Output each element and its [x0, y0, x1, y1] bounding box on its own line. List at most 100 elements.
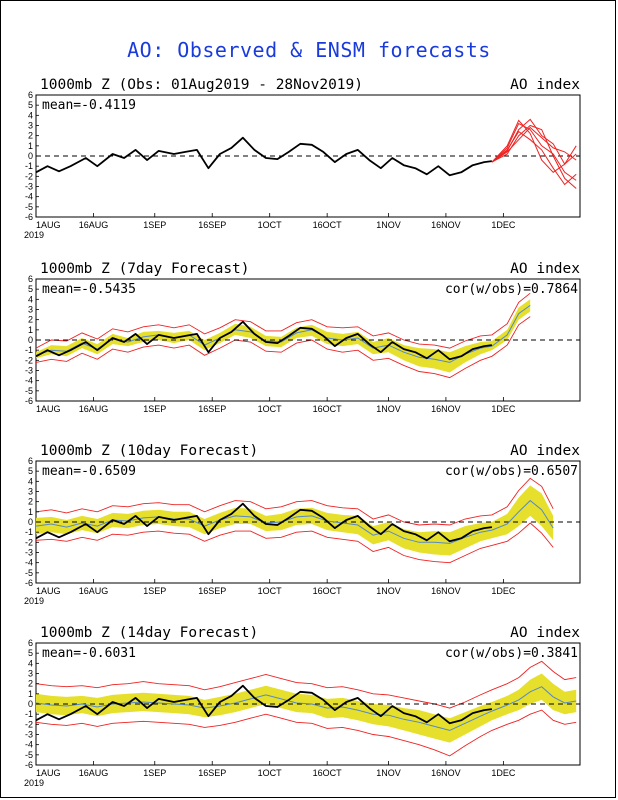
x-tick-label: 1AUG — [36, 586, 61, 596]
x-tick-label: 1SEP — [143, 404, 166, 414]
y-tick-label: -5 — [25, 750, 33, 760]
y-tick-label: 6 — [28, 638, 33, 648]
y-tick-label: 2 — [28, 679, 33, 689]
x-tick-label: 1AUG — [36, 404, 61, 414]
x-tick-label: 16AUG — [79, 586, 109, 596]
y-tick-label: 3 — [28, 487, 33, 497]
x-tick-label: 16SEP — [198, 404, 226, 414]
observed-line — [35, 502, 493, 543]
forecast-member-line — [491, 119, 577, 173]
x-tick-label: 1NOV — [376, 768, 401, 778]
x-tick-label: 16AUG — [79, 768, 109, 778]
y-tick-label: -6 — [25, 212, 33, 222]
y-tick-label: 1 — [28, 325, 33, 335]
y-tick-label: -4 — [25, 558, 33, 568]
y-tick-label: -4 — [25, 192, 33, 202]
index-label: AO index — [510, 625, 580, 641]
year-label: 2019 — [24, 230, 44, 240]
main-title: AO: Observed & ENSM forecasts — [127, 38, 491, 62]
y-tick-label: 5 — [28, 100, 33, 110]
envelope-lower-line — [35, 316, 531, 379]
y-tick-label: -2 — [25, 355, 33, 365]
y-tick-label: 1 — [28, 507, 33, 517]
x-tick-label: 1OCT — [258, 768, 283, 778]
y-tick-label: -6 — [25, 760, 33, 770]
panel-4: 1000mb Z (14day Forecast) AO index mean=-0… — [24, 625, 581, 788]
mean-label: mean=-0.4119 — [42, 98, 136, 113]
panel-title: 1000mb Z (7day Forecast) — [40, 261, 250, 277]
y-tick-label: 6 — [28, 456, 33, 466]
x-tick-label: 16OCT — [313, 220, 343, 230]
x-tick-label: 1OCT — [258, 586, 283, 596]
y-tick-label: -1 — [25, 161, 33, 171]
y-tick-label: -1 — [25, 709, 33, 719]
y-tick-label: 4 — [28, 294, 33, 304]
x-tick-label: 1OCT — [258, 220, 283, 230]
ensemble-mean-line — [35, 686, 577, 731]
envelope-lower-line — [35, 522, 554, 564]
forecast-member-line — [491, 126, 577, 163]
x-tick-label: 1NOV — [376, 220, 401, 230]
y-tick-label: -3 — [25, 730, 33, 740]
panel-2: 1000mb Z (7day Forecast) AO index mean=-0.… — [25, 261, 581, 414]
y-tick-label: 0 — [28, 699, 33, 709]
correlation-label: cor(w/obs)=0.6507 — [445, 464, 578, 479]
x-tick-label: 16SEP — [198, 220, 226, 230]
index-label: AO index — [510, 261, 580, 277]
y-tick-label: -3 — [25, 548, 33, 558]
forecast-member-line — [491, 124, 577, 189]
y-tick-label: 2 — [28, 131, 33, 141]
x-tick-label: 16NOV — [431, 220, 461, 230]
y-tick-label: -4 — [25, 740, 33, 750]
observed-line — [35, 684, 493, 725]
y-tick-label: -3 — [25, 182, 33, 192]
y-tick-label: -6 — [25, 396, 33, 406]
panel-title: 1000mb Z (10day Forecast) — [40, 443, 258, 459]
y-tick-label: 0 — [28, 335, 33, 345]
panel-3: 1000mb Z (10day Forecast) AO index mean=-0… — [24, 443, 581, 606]
index-label: AO index — [510, 77, 580, 93]
y-tick-label: 3 — [28, 305, 33, 315]
forecast-member-line — [491, 122, 577, 181]
x-tick-label: 16AUG — [79, 220, 109, 230]
y-tick-label: -5 — [25, 202, 33, 212]
y-tick-label: 3 — [28, 121, 33, 131]
y-tick-label: -5 — [25, 386, 33, 396]
y-tick-label: 3 — [28, 669, 33, 679]
x-tick-label: 1AUG — [36, 220, 61, 230]
x-tick-label: 1SEP — [143, 586, 166, 596]
x-tick-label: 1SEP — [143, 768, 166, 778]
x-tick-label: 16NOV — [431, 586, 461, 596]
y-tick-label: 2 — [28, 315, 33, 325]
ensemble-mean-line — [35, 499, 554, 544]
y-tick-label: 6 — [28, 90, 33, 100]
year-label: 2019 — [24, 778, 44, 788]
envelope-upper-line — [35, 477, 554, 526]
mean-label: mean=-0.5435 — [42, 282, 136, 297]
y-tick-label: 5 — [28, 466, 33, 476]
spread-band — [36, 673, 577, 743]
x-tick-label: 16NOV — [431, 404, 461, 414]
mean-label: mean=-0.6509 — [42, 464, 136, 479]
x-tick-label: 1SEP — [143, 220, 166, 230]
forecast-member-line — [491, 130, 577, 186]
y-tick-label: 1 — [28, 141, 33, 151]
observed-line — [35, 320, 493, 361]
x-tick-label: 1NOV — [376, 404, 401, 414]
y-tick-label: 5 — [28, 648, 33, 658]
x-tick-label: 16OCT — [313, 768, 343, 778]
y-tick-label: -3 — [25, 366, 33, 376]
y-tick-label: 4 — [28, 658, 33, 668]
envelope-upper-line — [35, 292, 531, 349]
y-tick-label: -1 — [25, 527, 33, 537]
observed-line — [35, 136, 493, 177]
y-tick-label: 0 — [28, 151, 33, 161]
envelope-lower-line — [35, 709, 577, 757]
y-tick-label: 4 — [28, 110, 33, 120]
x-tick-label: 16AUG — [79, 404, 109, 414]
spread-band — [36, 299, 531, 373]
x-tick-label: 1DEC — [491, 404, 516, 414]
x-tick-label: 1OCT — [258, 404, 283, 414]
x-tick-label: 16OCT — [313, 404, 343, 414]
